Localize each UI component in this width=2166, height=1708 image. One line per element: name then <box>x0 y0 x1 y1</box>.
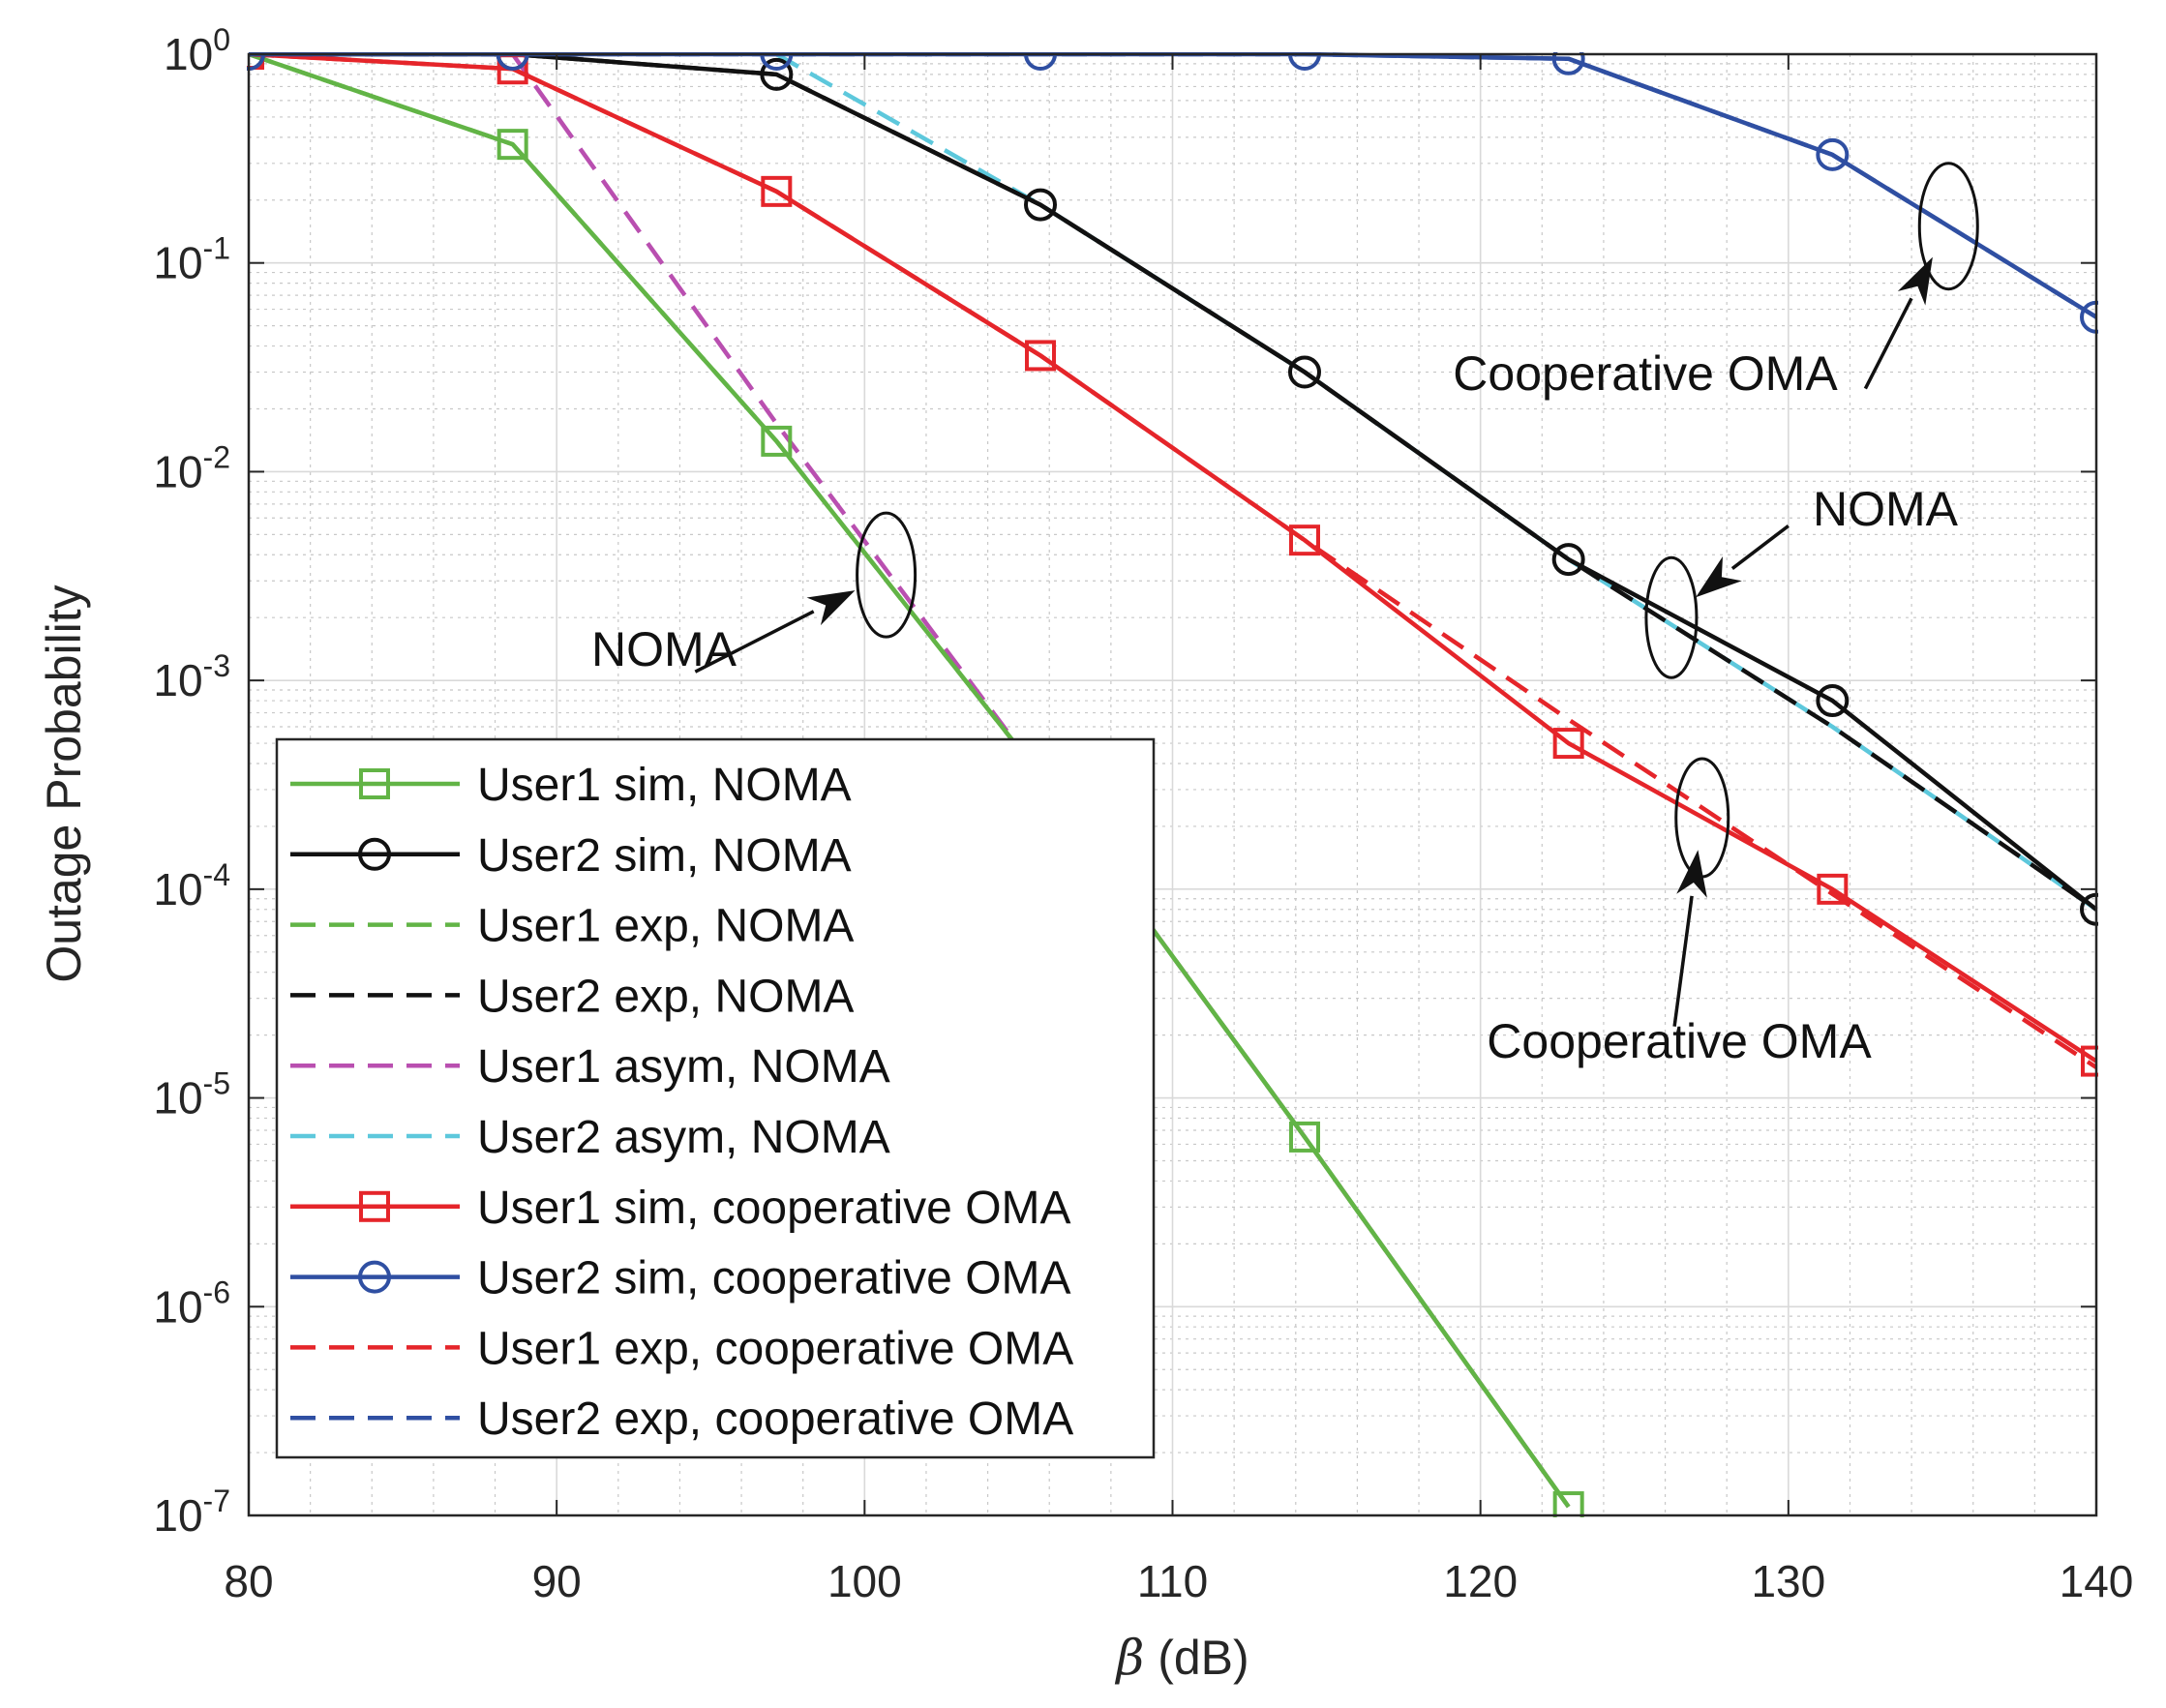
annotation-layer: Cooperative OMA NOMA NOMA Cooperative OMA <box>591 162 1979 1068</box>
legend-entry: User1 exp, NOMA <box>290 901 854 952</box>
y-tick-label: 10-5 <box>153 1066 230 1124</box>
legend-entry: User1 sim, cooperative OMA <box>290 1183 1071 1234</box>
annotation-label: NOMA <box>591 622 737 676</box>
annotation-arrow-shaft <box>694 610 815 674</box>
series-10 <box>249 52 2098 319</box>
series-line <box>249 52 2098 912</box>
data-point <box>496 129 528 161</box>
x-axis-label-unit: (dB) <box>1158 1631 1248 1685</box>
legend-entry: User1 sim, NOMA <box>290 760 852 811</box>
annotation-arrow-shaft <box>1730 524 1790 570</box>
x-axis-label: β (dB) <box>1114 1630 1248 1686</box>
data-point <box>761 175 793 207</box>
series-4 <box>249 52 2098 912</box>
legend-entry: User2 sim, NOMA <box>290 830 852 882</box>
legend-entry: User1 exp, cooperative OMA <box>290 1323 1073 1374</box>
x-tick-label: 140 <box>2060 1556 2134 1606</box>
legend-entry: User2 exp, cooperative OMA <box>290 1393 1073 1445</box>
data-point <box>1288 524 1320 556</box>
tick-marks <box>248 53 2097 1516</box>
legend-label: User1 sim, NOMA <box>477 760 852 811</box>
y-tick-label: 10-1 <box>153 231 230 288</box>
data-point <box>761 425 793 457</box>
annotation-ellipse <box>856 511 918 639</box>
legend-box <box>275 737 1156 1459</box>
series-line <box>249 52 2098 319</box>
x-tick-label: 100 <box>827 1556 902 1606</box>
data-point <box>1024 188 1058 222</box>
legend-swatch-marker <box>359 1190 390 1222</box>
annotation-label: Cooperative OMA <box>1453 346 1838 401</box>
y-axis-label: Outage Probability <box>37 584 91 982</box>
annotation-label: Cooperative OMA <box>1487 1014 1872 1068</box>
legend-label: User2 asym, NOMA <box>477 1112 890 1163</box>
y-tick-label: 10-6 <box>153 1274 230 1332</box>
series-line <box>248 52 2098 1069</box>
annotation-arrow-shaft <box>1863 297 1913 390</box>
legend-label: User1 exp, NOMA <box>477 901 854 952</box>
legend-entry: User2 asym, NOMA <box>290 1112 890 1163</box>
legend-entry: User1 asym, NOMA <box>290 1041 890 1093</box>
data-point <box>1817 873 1849 905</box>
x-tick-label: 110 <box>1137 1556 1208 1606</box>
data-point <box>1288 1121 1320 1153</box>
annotation-arrow-head <box>1676 850 1707 898</box>
legend-label: User2 sim, NOMA <box>477 830 852 882</box>
legend-swatch-marker <box>358 837 391 871</box>
y-tick-label: 10-4 <box>153 857 230 914</box>
annotation-ellipse <box>1917 162 1979 291</box>
legend-label: User1 exp, cooperative OMA <box>477 1323 1073 1374</box>
y-tick-labels: 100 10-1 10-2 10-3 10-4 10-5 10-6 10-7 <box>153 22 230 1541</box>
data-point <box>1551 543 1585 577</box>
data-point <box>1287 355 1321 389</box>
x-tick-labels: 80 90 100 110 120 130 140 <box>224 1556 2133 1606</box>
annotation-label: NOMA <box>1813 482 1959 536</box>
data-point <box>1816 684 1850 718</box>
x-tick-label: 130 <box>1751 1556 1825 1606</box>
data-point <box>1816 137 1850 171</box>
legend-label: User1 asym, NOMA <box>477 1041 890 1093</box>
data-point <box>1552 1491 1584 1517</box>
legend-entry: User2 exp, NOMA <box>290 971 854 1022</box>
y-tick-label: 10-3 <box>153 648 230 705</box>
legend-label: User2 sim, cooperative OMA <box>477 1253 1071 1304</box>
series-9 <box>248 52 2098 1069</box>
data-point <box>1551 52 1585 75</box>
annotation-arrow-shaft <box>1672 895 1694 1027</box>
legend-entry: User2 sim, cooperative OMA <box>290 1253 1071 1304</box>
data-point <box>1025 340 1057 372</box>
x-tick-label: 120 <box>1443 1556 1518 1606</box>
x-tick-label: 80 <box>224 1556 273 1606</box>
x-tick-label: 90 <box>532 1556 582 1606</box>
x-axis-label-symbol: β <box>1114 1630 1144 1686</box>
annotation-ellipse <box>1644 555 1699 679</box>
annotation-arrow-head <box>1897 256 1933 306</box>
legend-swatch-marker <box>358 1260 391 1294</box>
y-tick-label: 100 <box>164 22 230 79</box>
y-tick-label: 10-7 <box>153 1483 230 1541</box>
series-3 <box>248 52 1571 1509</box>
series-line <box>248 52 1571 1509</box>
legend-label: User2 exp, cooperative OMA <box>477 1393 1073 1445</box>
legend-swatch-marker <box>359 768 390 799</box>
legend-label: User1 sim, cooperative OMA <box>477 1183 1071 1234</box>
annotation-arrow-head <box>1696 556 1742 598</box>
annotation-arrow-head <box>806 590 856 626</box>
legend-label: User2 exp, NOMA <box>477 971 854 1022</box>
data-point <box>1552 728 1584 760</box>
legend: User1 sim, NOMA User2 sim, NOMA User1 exp,… <box>275 737 1156 1459</box>
y-tick-label: 10-2 <box>153 439 230 496</box>
